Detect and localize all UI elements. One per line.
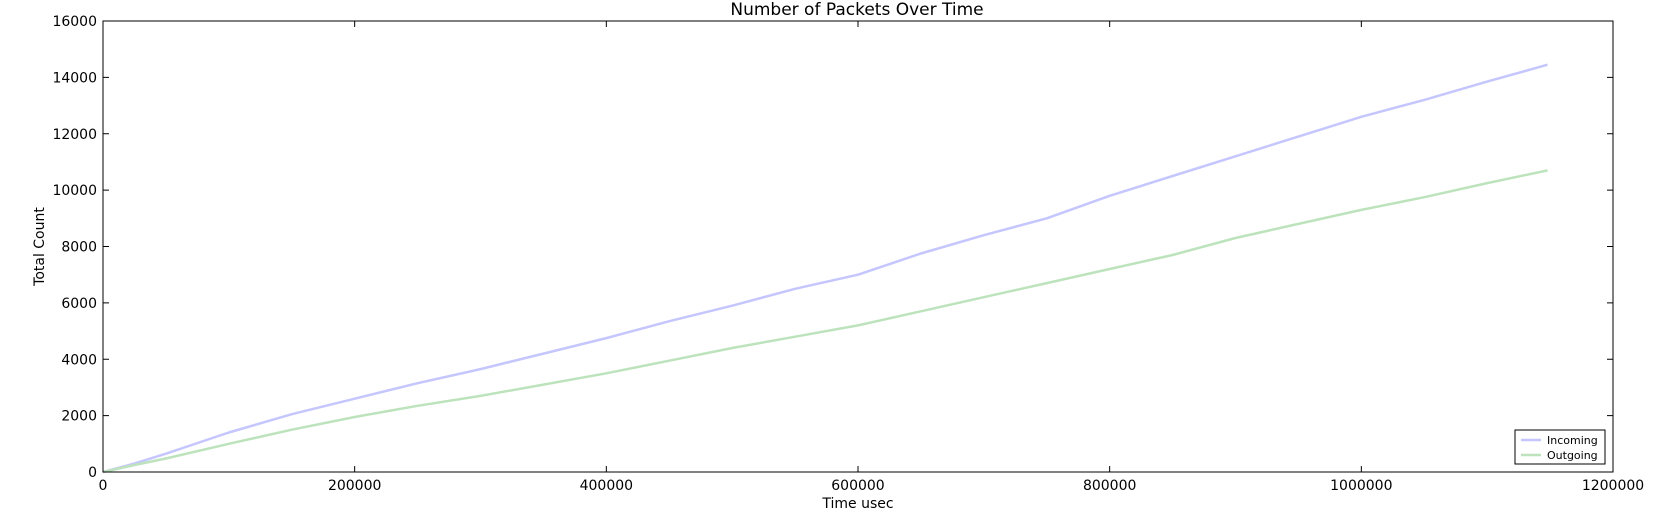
y-tick-label: 2000 — [61, 409, 97, 425]
y-tick-label: 14000 — [52, 70, 97, 86]
y-tick-label: 6000 — [61, 296, 97, 312]
y-tick-label: 12000 — [52, 127, 97, 143]
series-layer — [102, 63, 1548, 474]
x-tick-label: 400000 — [580, 478, 633, 494]
y-axis-label: Total Count — [32, 207, 48, 287]
y-axis: 0 2000 4000 6000 8000 10000 12000 14000 16000 — [52, 14, 1613, 481]
x-tick-label: 1200000 — [1582, 478, 1644, 494]
x-tick-label: 800000 — [1083, 478, 1136, 494]
legend-label: Incoming — [1547, 434, 1598, 447]
x-axis: 0 200000 400000 600000 800000 1000000 1200000 — [99, 21, 1644, 494]
y-tick-label: 10000 — [52, 183, 97, 199]
x-tick-label: 0 — [99, 478, 108, 494]
y-tick-label: 8000 — [61, 240, 97, 256]
x-axis-label: Time usec — [821, 496, 893, 512]
legend: Incoming Outgoing — [1514, 429, 1606, 465]
x-tick-label: 200000 — [328, 478, 381, 494]
legend-box — [1514, 429, 1606, 465]
legend-label: Outgoing — [1547, 449, 1598, 462]
chart-title: Number of Packets Over Time — [730, 0, 983, 20]
series-line-incoming — [102, 63, 1548, 474]
y-tick-label: 4000 — [61, 352, 97, 368]
y-tick-label: 16000 — [52, 14, 97, 30]
series-line-outgoing — [102, 169, 1548, 474]
x-tick-label: 600000 — [831, 478, 884, 494]
x-tick-label: 1000000 — [1330, 478, 1392, 494]
y-tick-label: 0 — [88, 465, 97, 481]
plot-frame — [102, 20, 1614, 473]
